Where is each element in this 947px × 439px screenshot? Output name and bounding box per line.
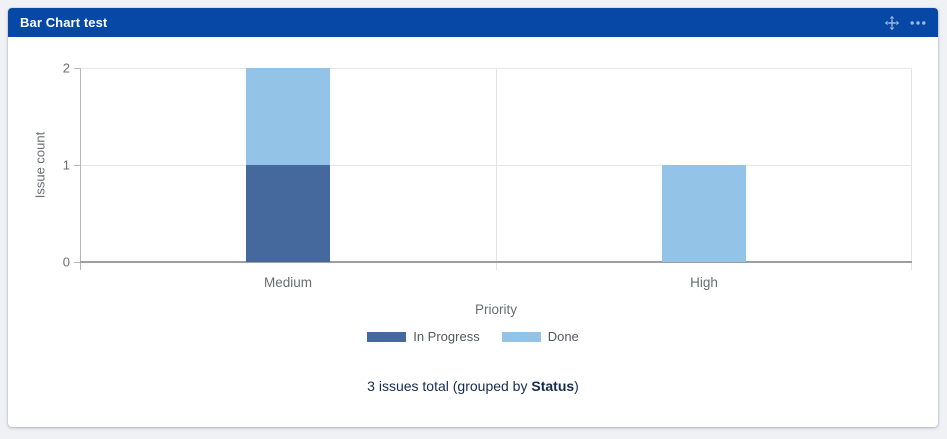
bar-segment-in-progress-medium[interactable]	[246, 165, 330, 262]
y-tick-mark	[74, 165, 80, 166]
gadget-title: Bar Chart test	[20, 15, 108, 30]
legend-item-in-progress: In Progress	[367, 329, 480, 344]
summary-suffix: )	[574, 378, 579, 394]
y-tick-label: 0	[62, 254, 70, 270]
gridline	[911, 68, 912, 270]
legend-item-done: Done	[501, 329, 579, 344]
legend-label: In Progress	[413, 329, 480, 344]
y-tick-label: 1	[62, 157, 70, 173]
gadget-header-actions	[884, 15, 926, 31]
legend-swatch	[501, 331, 541, 342]
plot-area: 0 1 2	[63, 61, 912, 270]
x-category-label: High	[690, 275, 718, 290]
y-tick-label: 2	[62, 60, 70, 76]
chart-legend: In Progress Done	[8, 329, 938, 344]
more-options-icon[interactable]	[910, 20, 926, 25]
summary-group-by: Status	[531, 378, 575, 394]
x-axis-label: Priority	[474, 302, 517, 317]
y-tick-mark	[74, 68, 80, 69]
bar-segment-done-medium[interactable]	[246, 68, 330, 165]
summary-prefix: 3 issues total (grouped by	[367, 378, 532, 394]
y-tick-mark	[74, 262, 80, 263]
move-icon[interactable]	[884, 15, 900, 31]
gadget-header: Bar Chart test	[8, 8, 938, 37]
x-category-label: Medium	[263, 275, 313, 290]
chart-summary: 3 issues total (grouped by Status)	[8, 378, 938, 394]
bar-segment-done-high[interactable]	[662, 165, 746, 262]
chart-area: Issue count 0 1 2 Priority In Progress Done…	[8, 37, 938, 427]
y-axis-label: Issue count	[32, 131, 48, 199]
y-axis-line	[80, 68, 81, 270]
x-axis-line	[80, 261, 912, 263]
legend-swatch	[367, 331, 407, 342]
gridline	[496, 68, 497, 270]
legend-label: Done	[547, 329, 579, 344]
bar-chart-gadget: Bar Chart test Issue count 0 1 2 Priority …	[8, 8, 938, 427]
